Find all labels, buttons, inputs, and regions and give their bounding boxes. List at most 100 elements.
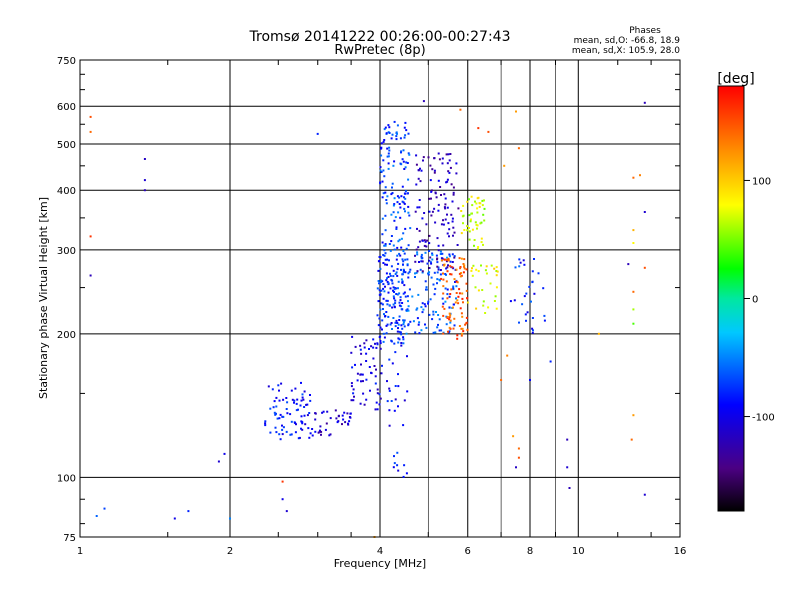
data-point <box>403 196 405 199</box>
data-point <box>506 354 509 357</box>
data-point <box>442 332 445 335</box>
data-point <box>471 274 474 277</box>
data-point <box>294 387 297 390</box>
data-point <box>431 168 434 171</box>
data-point <box>356 372 359 375</box>
data-point <box>440 329 443 332</box>
data-point <box>643 101 646 104</box>
data-point <box>223 452 226 455</box>
data-point <box>400 333 403 336</box>
data-point <box>384 126 387 129</box>
data-point <box>439 269 442 271</box>
data-point <box>444 197 447 200</box>
data-point <box>282 426 285 429</box>
data-point <box>533 292 536 295</box>
data-point <box>378 282 380 285</box>
data-point <box>397 405 399 408</box>
data-point <box>438 158 441 161</box>
data-point <box>303 406 306 408</box>
data-point <box>441 259 443 262</box>
data-point <box>453 255 456 258</box>
data-point <box>409 320 412 323</box>
data-point <box>297 408 299 411</box>
data-point <box>473 239 476 241</box>
data-point <box>446 213 448 216</box>
data-point <box>484 312 487 314</box>
data-point <box>440 277 443 280</box>
data-point <box>493 300 496 302</box>
data-point <box>418 199 421 201</box>
data-point <box>462 301 464 304</box>
data-point <box>421 270 424 273</box>
data-point <box>477 127 480 130</box>
data-point <box>380 279 383 282</box>
data-point <box>388 387 391 390</box>
data-point <box>470 269 473 272</box>
data-point <box>460 312 463 315</box>
data-point <box>522 259 525 262</box>
data-point <box>466 200 469 203</box>
data-point <box>264 424 267 427</box>
data-point <box>407 205 410 208</box>
data-point <box>404 121 407 124</box>
data-point <box>566 466 569 469</box>
data-point <box>407 276 410 279</box>
data-point <box>456 334 459 337</box>
data-point <box>469 220 472 223</box>
data-point <box>385 324 388 327</box>
data-point <box>442 302 445 305</box>
data-point <box>414 331 417 334</box>
data-point <box>386 263 388 266</box>
data-point <box>419 268 422 271</box>
data-point <box>466 297 469 300</box>
data-point <box>403 464 406 467</box>
data-point <box>435 311 437 313</box>
data-point <box>143 158 146 160</box>
data-point <box>401 200 404 203</box>
data-point <box>424 251 427 254</box>
data-point <box>462 214 465 217</box>
data-point <box>469 218 472 221</box>
data-point <box>379 169 382 172</box>
data-point <box>401 302 404 304</box>
data-point <box>396 293 399 296</box>
data-point <box>407 323 410 326</box>
data-point <box>314 412 317 415</box>
data-point <box>428 267 431 269</box>
data-point <box>430 189 433 192</box>
data-point <box>391 186 393 189</box>
data-point <box>273 400 276 403</box>
data-point <box>458 257 461 260</box>
data-point <box>461 327 464 330</box>
y-tick-label: 200 <box>57 330 76 341</box>
data-point <box>390 193 393 196</box>
data-point <box>326 410 329 413</box>
data-point <box>455 162 458 165</box>
data-point <box>387 155 390 158</box>
data-point <box>334 409 337 412</box>
data-point <box>403 319 406 322</box>
data-point <box>404 197 407 200</box>
data-point <box>416 206 419 209</box>
data-point <box>462 204 465 207</box>
data-point <box>423 239 426 242</box>
data-point <box>433 169 436 172</box>
data-point <box>437 266 440 269</box>
data-point <box>328 434 331 437</box>
data-point <box>360 363 362 366</box>
data-point <box>420 255 423 258</box>
data-point <box>390 265 393 268</box>
data-point <box>447 153 450 156</box>
data-point <box>385 272 388 275</box>
data-point <box>382 140 385 143</box>
y-tick-label: 400 <box>57 186 76 197</box>
data-point <box>487 130 490 133</box>
data-point <box>282 398 285 401</box>
data-point <box>531 327 534 330</box>
data-point <box>403 325 406 328</box>
chart-title: Tromsø 20141222 00:26:00-00:27:43 <box>249 29 511 45</box>
data-point <box>309 399 312 402</box>
data-point <box>379 166 382 169</box>
data-point <box>427 272 429 275</box>
data-point <box>481 199 484 202</box>
